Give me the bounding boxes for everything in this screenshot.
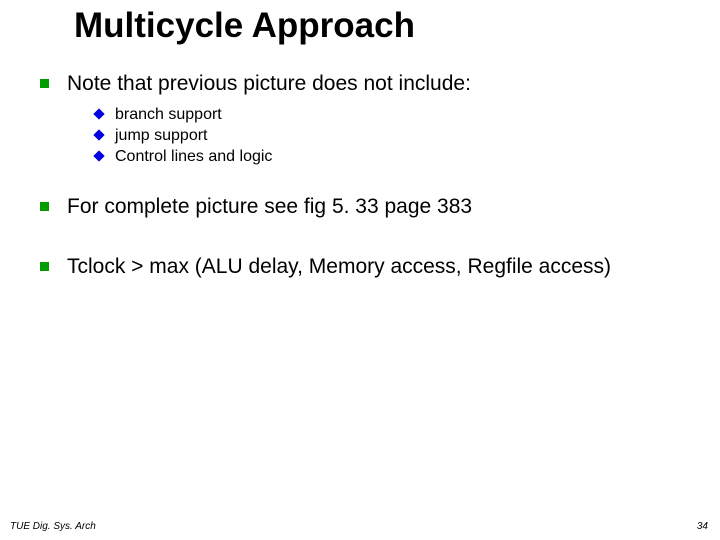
diamond-bullet-icon	[93, 129, 104, 140]
bullet-level1: For complete picture see fig 5. 33 page …	[40, 195, 700, 219]
slide-title: Multicycle Approach	[74, 6, 415, 46]
bullet-text: For complete picture see fig 5. 33 page …	[67, 195, 472, 219]
square-bullet-icon	[40, 262, 49, 271]
footer-right: 34	[697, 521, 708, 532]
square-bullet-icon	[40, 79, 49, 88]
bullet-text: jump support	[115, 127, 208, 145]
diamond-bullet-icon	[93, 108, 104, 119]
slide: Multicycle Approach Note that previous p…	[0, 0, 720, 540]
bullet-text: Note that previous picture does not incl…	[67, 72, 471, 96]
square-bullet-icon	[40, 202, 49, 211]
spacer	[40, 229, 700, 255]
slide-body: Note that previous picture does not incl…	[40, 72, 700, 289]
bullet-text: Control lines and logic	[115, 148, 272, 166]
diamond-bullet-icon	[93, 150, 104, 161]
bullet-text: Tclock > max (ALU delay, Memory access, …	[67, 255, 611, 279]
bullet-level2: jump support	[95, 127, 700, 145]
bullet-level2: Control lines and logic	[95, 148, 700, 166]
spacer	[40, 169, 700, 195]
bullet-level1: Note that previous picture does not incl…	[40, 72, 700, 96]
bullet-level1: Tclock > max (ALU delay, Memory access, …	[40, 255, 700, 279]
bullet-text: branch support	[115, 106, 222, 124]
footer-left: TUE Dig. Sys. Arch	[10, 521, 96, 532]
bullet-level2: branch support	[95, 106, 700, 124]
